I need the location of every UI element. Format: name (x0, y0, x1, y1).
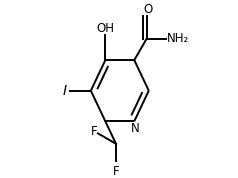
Text: F: F (90, 125, 97, 138)
Text: O: O (143, 3, 152, 16)
Text: OH: OH (96, 22, 114, 35)
Text: N: N (131, 122, 139, 135)
Text: NH₂: NH₂ (167, 32, 189, 45)
Text: I: I (62, 84, 66, 98)
Text: F: F (113, 165, 119, 178)
